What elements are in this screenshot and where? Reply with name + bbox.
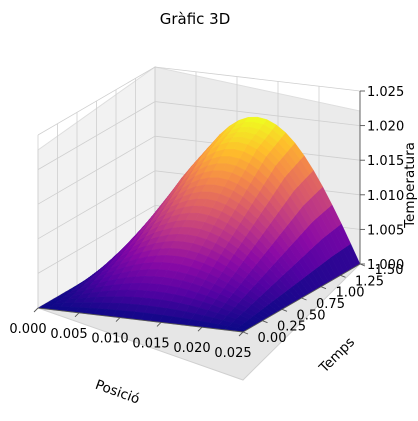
y-tick bbox=[242, 331, 249, 335]
x-tick-label: 0.000 bbox=[9, 322, 46, 337]
x-tick bbox=[197, 326, 203, 332]
z-tick-label: 1.010 bbox=[367, 189, 404, 204]
z-tick-label: 1.000 bbox=[367, 258, 404, 273]
x-tick-label: 0.005 bbox=[50, 327, 87, 342]
y-tick bbox=[281, 308, 288, 312]
y-axis-label: Temps bbox=[316, 334, 358, 376]
y-tick bbox=[301, 297, 307, 301]
z-tick-label: 1.020 bbox=[367, 120, 404, 135]
x-axis-label: Posició bbox=[93, 377, 142, 408]
x-tick bbox=[115, 317, 121, 322]
grid-line-z bbox=[37, 66, 361, 136]
x-tick bbox=[74, 312, 80, 318]
x-tick bbox=[33, 307, 39, 313]
z-tick-label: 1.005 bbox=[367, 223, 404, 238]
grid-line-z bbox=[37, 101, 361, 170]
temperature-surface bbox=[37, 116, 361, 333]
x-axis-line bbox=[37, 307, 244, 333]
y-tick-label: 0.50 bbox=[297, 308, 326, 323]
z-tick-label: 1.025 bbox=[367, 85, 404, 100]
y-tick bbox=[340, 274, 346, 278]
y-tick-label: 0.25 bbox=[277, 320, 306, 335]
y-tick bbox=[320, 286, 327, 290]
y-tick-label: 1.50 bbox=[375, 263, 404, 278]
x-tick-label: 0.020 bbox=[173, 341, 210, 356]
x-tick bbox=[238, 331, 244, 337]
x-tick bbox=[156, 322, 162, 327]
z-axis-label: Temperatura bbox=[402, 142, 418, 229]
z-tick-label: 1.015 bbox=[367, 154, 404, 169]
y-tick-label: 1.25 bbox=[355, 274, 384, 289]
x-tick-label: 0.015 bbox=[132, 336, 169, 351]
x-tick-label: 0.025 bbox=[214, 346, 251, 361]
y-tick-label: 1.00 bbox=[336, 286, 365, 301]
y-tick-label: 0.00 bbox=[258, 331, 287, 346]
axes: 0.000 0.005 0.010 0.015 0.020 0.0250.000.250.… bbox=[9, 85, 404, 361]
y-tick-label: 0.75 bbox=[316, 297, 345, 312]
x-tick-label: 0.010 bbox=[91, 332, 128, 347]
chart-title: Gràfic 3D bbox=[160, 10, 231, 28]
y-tick bbox=[262, 320, 268, 324]
